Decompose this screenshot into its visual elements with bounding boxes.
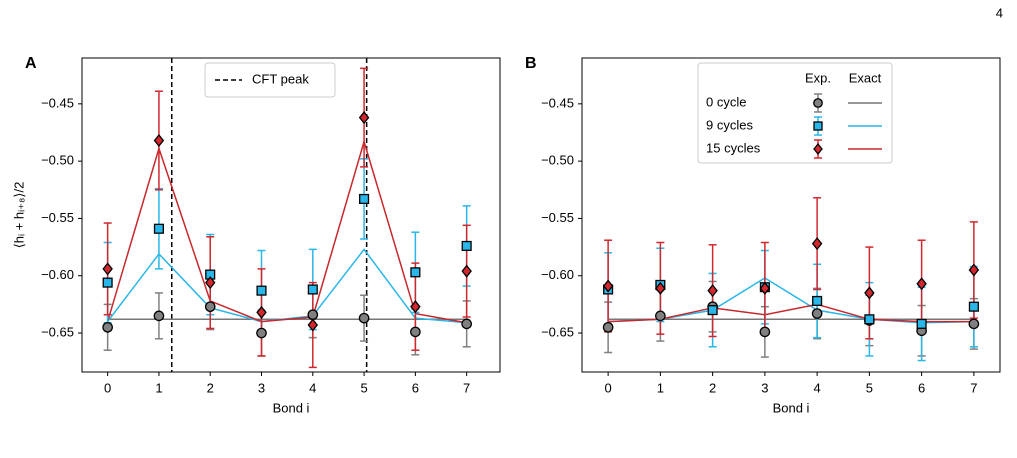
marker bbox=[461, 318, 472, 330]
x-tick-label: 4 bbox=[814, 380, 821, 395]
marker bbox=[864, 314, 875, 325]
marker bbox=[307, 284, 318, 295]
marker bbox=[307, 309, 319, 321]
marker bbox=[602, 279, 614, 293]
marker bbox=[153, 223, 164, 234]
y-tick-label: −0.45 bbox=[541, 95, 574, 110]
x-tick-label: 4 bbox=[309, 380, 316, 395]
marker bbox=[864, 286, 875, 300]
x-tick-label: 0 bbox=[104, 380, 111, 395]
legend-marker bbox=[813, 98, 823, 108]
y-tick-label: −0.65 bbox=[541, 324, 574, 339]
legend-label: 0 cycle bbox=[706, 94, 746, 109]
plot-area bbox=[102, 67, 472, 369]
y-tick-label: −0.55 bbox=[41, 210, 74, 225]
axes-frame bbox=[81, 57, 501, 373]
x-tick-label: 7 bbox=[463, 380, 470, 395]
marker bbox=[968, 301, 979, 312]
marker bbox=[204, 301, 216, 313]
marker bbox=[102, 321, 113, 333]
x-tick-label: 0 bbox=[605, 380, 612, 395]
marker bbox=[256, 305, 267, 319]
legend-box bbox=[697, 62, 893, 164]
marker bbox=[759, 281, 771, 295]
marker bbox=[811, 308, 823, 319]
marker bbox=[358, 111, 370, 125]
marker bbox=[256, 327, 267, 339]
marker bbox=[358, 312, 370, 324]
panel-label: B bbox=[525, 55, 537, 72]
x-tick-label: 5 bbox=[360, 380, 367, 395]
marker bbox=[968, 318, 980, 330]
marker bbox=[968, 263, 980, 277]
y-tick-label: −0.45 bbox=[41, 95, 74, 110]
marker bbox=[256, 285, 267, 296]
marker bbox=[707, 305, 718, 316]
marker bbox=[410, 326, 421, 338]
marker bbox=[916, 277, 927, 291]
y-tick-label: −0.50 bbox=[541, 153, 574, 168]
legend-label: 15 cycles bbox=[706, 140, 761, 155]
x-axis-label: Bond i bbox=[773, 400, 810, 415]
legend-box bbox=[204, 62, 336, 98]
marker bbox=[759, 326, 771, 338]
panel-label: A bbox=[25, 55, 37, 72]
y-tick-label: −0.55 bbox=[541, 210, 574, 225]
x-axis-label: Bond i bbox=[273, 400, 310, 415]
x-tick-label: 3 bbox=[258, 380, 265, 395]
marker bbox=[812, 295, 823, 306]
x-tick-label: 6 bbox=[918, 380, 925, 395]
marker bbox=[461, 240, 472, 251]
marker bbox=[811, 237, 823, 251]
page-number: 4 bbox=[996, 5, 1003, 20]
legend-marker bbox=[813, 121, 823, 131]
x-tick-label: 1 bbox=[155, 380, 162, 395]
y-tick-label: −0.50 bbox=[41, 153, 74, 168]
legend-header: Exp. bbox=[805, 70, 831, 85]
legend-label: CFT peak bbox=[252, 71, 309, 86]
marker bbox=[655, 281, 666, 295]
marker bbox=[102, 277, 113, 288]
axes-frame bbox=[581, 57, 1001, 373]
marker bbox=[102, 262, 113, 276]
marker bbox=[410, 267, 421, 278]
marker bbox=[602, 321, 614, 333]
x-tick-label: 2 bbox=[709, 380, 716, 395]
marker bbox=[307, 318, 319, 332]
marker bbox=[359, 193, 370, 205]
plot-area bbox=[602, 197, 980, 362]
marker bbox=[410, 300, 421, 314]
marker bbox=[655, 310, 666, 322]
x-tick-label: 2 bbox=[207, 380, 214, 395]
marker bbox=[461, 264, 472, 278]
marker bbox=[204, 276, 216, 290]
exact-line bbox=[608, 303, 974, 323]
x-tick-label: 1 bbox=[657, 380, 664, 395]
legend-label: 9 cycles bbox=[706, 117, 753, 132]
y-tick-label: −0.65 bbox=[41, 324, 74, 339]
x-tick-label: 5 bbox=[866, 380, 873, 395]
legend-marker bbox=[813, 142, 823, 156]
marker bbox=[916, 318, 927, 329]
exact-line bbox=[106, 139, 467, 324]
y-axis-label: ⟨hᵢ + hᵢ₊₈⟩/2 bbox=[11, 182, 26, 249]
marker bbox=[153, 133, 165, 148]
x-tick-label: 3 bbox=[761, 380, 768, 395]
y-tick-label: −0.60 bbox=[541, 267, 574, 282]
marker bbox=[707, 284, 718, 298]
marker bbox=[153, 310, 165, 322]
x-tick-label: 7 bbox=[970, 380, 977, 395]
x-tick-label: 6 bbox=[412, 380, 419, 395]
y-tick-label: −0.60 bbox=[41, 267, 74, 282]
legend-header: Exact bbox=[849, 70, 882, 85]
